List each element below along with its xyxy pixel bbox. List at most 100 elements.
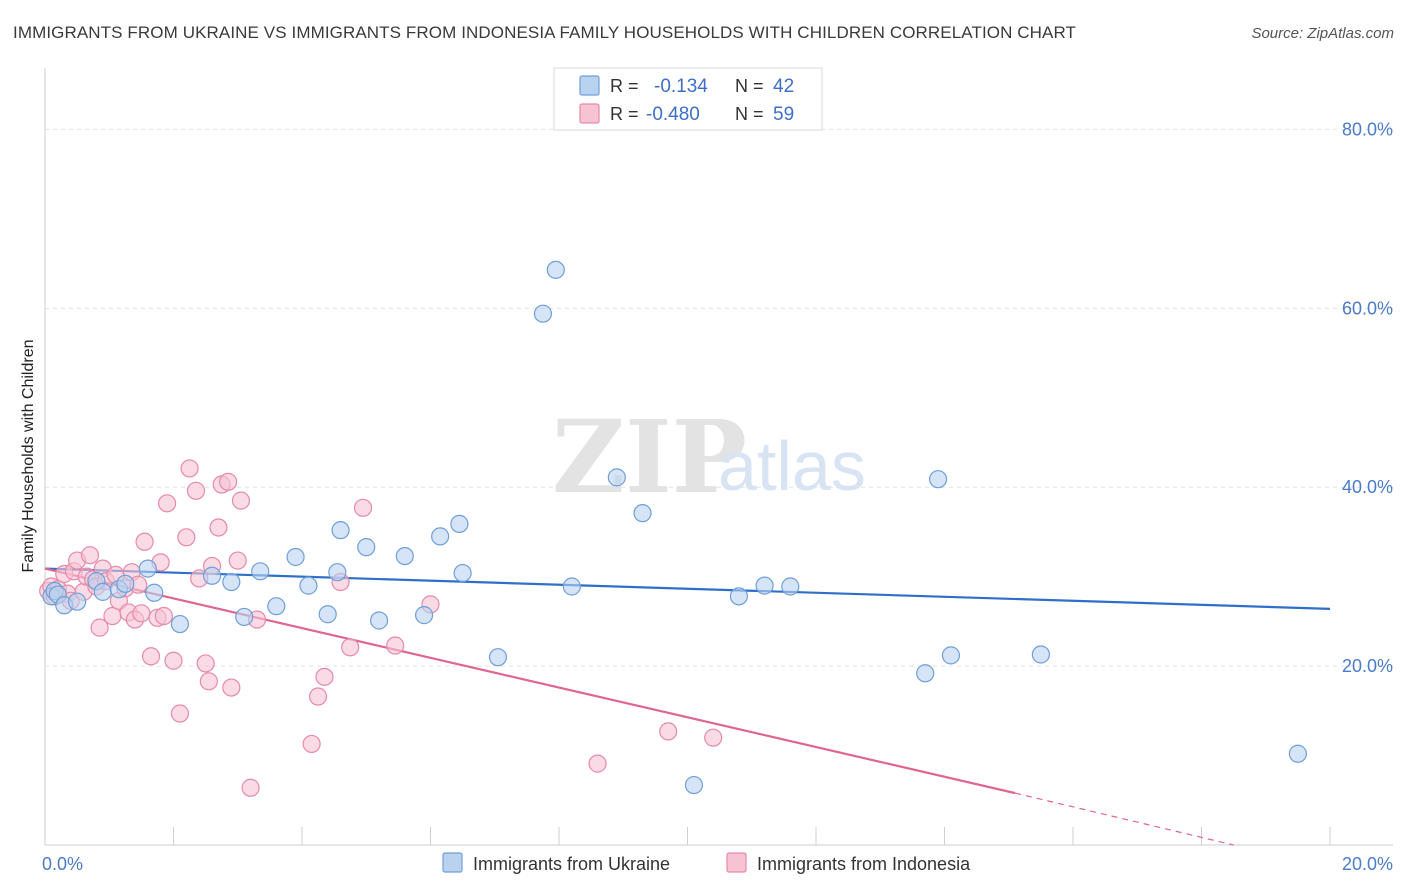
point-ukraine-31 (546, 260, 565, 279)
point-ukraine-30 (533, 304, 553, 323)
point-ukraine-32 (562, 577, 581, 596)
legend-swatch-ukraine (579, 75, 600, 96)
axes (44, 68, 1393, 846)
bottom-legend-label-ukraine: Immigrants from Ukraine (473, 854, 670, 874)
point-indonesia-25 (132, 604, 151, 623)
point-ukraine-41 (941, 646, 961, 665)
trend-lines (44, 567, 1331, 846)
x-tick-label-min: 0.0% (42, 854, 83, 874)
y-axis-label: Family Households with Children (20, 340, 37, 573)
point-indonesia-35 (180, 459, 199, 478)
bottom-legend-swatch-ukraine (442, 852, 463, 873)
point-ukraine-24 (395, 546, 414, 566)
y-tick-label-20: 20.0% (1342, 656, 1393, 676)
point-ukraine-17 (286, 547, 305, 567)
x-tick-labels: 0.0% 20.0% (42, 854, 1393, 874)
series-indonesia-points (39, 459, 723, 797)
point-ukraine-19 (318, 605, 337, 624)
point-indonesia-59 (704, 728, 723, 747)
point-ukraine-40 (928, 470, 948, 489)
chart-title: IMMIGRANTS FROM UKRAINE VS IMMIGRANTS FR… (13, 23, 1077, 42)
point-ukraine-9 (138, 559, 157, 578)
point-indonesia-27 (141, 647, 161, 666)
point-ukraine-29 (488, 648, 508, 667)
point-indonesia-11 (80, 546, 100, 565)
point-ukraine-8 (116, 574, 135, 593)
point-ukraine-26 (431, 527, 450, 546)
point-ukraine-33 (607, 468, 626, 487)
point-ukraine-25 (414, 606, 434, 625)
point-ukraine-38 (781, 577, 800, 596)
point-ukraine-13 (222, 572, 241, 592)
point-ukraine-12 (202, 566, 222, 585)
trend-line-ukraine (44, 567, 1331, 610)
point-ukraine-20 (328, 563, 347, 582)
point-ukraine-16 (267, 597, 286, 616)
watermark: ZIP atlas (552, 398, 866, 516)
point-indonesia-14 (90, 618, 109, 637)
bottom-legend-swatch-indonesia (726, 852, 747, 873)
point-ukraine-14 (235, 607, 254, 627)
watermark-zip: ZIP (552, 398, 747, 516)
legend-n-label-ukraine: N = (735, 76, 764, 96)
point-ukraine-43 (1288, 744, 1307, 763)
point-indonesia-26 (135, 532, 154, 551)
y-tick-label-60: 60.0% (1342, 298, 1393, 318)
point-ukraine-23 (370, 611, 389, 630)
y-tick-labels: 20.0% 40.0% 60.0% 80.0% (1342, 119, 1393, 676)
point-ukraine-39 (916, 664, 935, 683)
watermark-atlas: atlas (718, 427, 866, 505)
point-indonesia-45 (228, 551, 247, 570)
point-indonesia-57 (588, 754, 607, 773)
point-ukraine-21 (331, 521, 350, 540)
point-indonesia-43 (219, 472, 238, 491)
point-ukraine-4 (68, 592, 87, 611)
y-tick-label-40: 40.0% (1342, 477, 1393, 497)
point-indonesia-41 (209, 518, 228, 537)
legend-r-value-indonesia: -0.480 (646, 104, 700, 125)
source-note: Source: ZipAtlas.com (1251, 25, 1394, 42)
point-indonesia-54 (353, 498, 373, 517)
point-indonesia-34 (177, 528, 196, 547)
point-indonesia-51 (315, 667, 334, 686)
gridlines (45, 128, 1393, 667)
point-indonesia-49 (302, 734, 321, 754)
y-tick-label-80: 80.0% (1342, 119, 1393, 139)
point-ukraine-10 (145, 583, 164, 602)
legend: R = -0.134 N = 42 R = -0.480 N = 59 (553, 67, 823, 131)
trend-line-indonesia (44, 567, 1016, 795)
legend-r-label-indonesia: R = (610, 104, 639, 124)
point-indonesia-36 (186, 481, 206, 500)
point-ukraine-36 (729, 587, 749, 606)
point-ukraine-6 (93, 582, 112, 601)
point-indonesia-31 (157, 494, 177, 513)
point-indonesia-50 (308, 687, 328, 706)
point-indonesia-32 (164, 651, 183, 670)
series-ukraine-points (42, 260, 1307, 795)
legend-n-value-indonesia: 59 (773, 104, 794, 125)
point-ukraine-18 (299, 576, 318, 595)
point-indonesia-46 (231, 491, 251, 510)
point-indonesia-33 (170, 704, 190, 723)
point-indonesia-38 (196, 654, 215, 673)
legend-r-value-ukraine: -0.134 (654, 76, 708, 97)
point-indonesia-44 (222, 678, 241, 697)
point-indonesia-55 (386, 636, 405, 655)
point-ukraine-15 (251, 562, 270, 581)
point-indonesia-39 (199, 672, 218, 691)
point-ukraine-42 (1031, 645, 1050, 664)
point-indonesia-17 (103, 606, 122, 626)
bottom-legend: Immigrants from Ukraine Immigrants from … (442, 852, 971, 874)
legend-r-label-ukraine: R = (610, 76, 639, 96)
bottom-legend-label-indonesia: Immigrants from Indonesia (757, 854, 971, 874)
point-indonesia-47 (241, 778, 260, 797)
point-indonesia-30 (154, 606, 173, 626)
x-tick-label-max: 20.0% (1342, 854, 1393, 874)
point-ukraine-37 (755, 576, 774, 595)
point-ukraine-11 (170, 614, 190, 634)
point-indonesia-53 (341, 638, 360, 657)
legend-n-value-ukraine: 42 (773, 76, 794, 97)
trend-line-indonesia-extrapolated (1015, 792, 1234, 846)
point-ukraine-27 (450, 514, 469, 533)
